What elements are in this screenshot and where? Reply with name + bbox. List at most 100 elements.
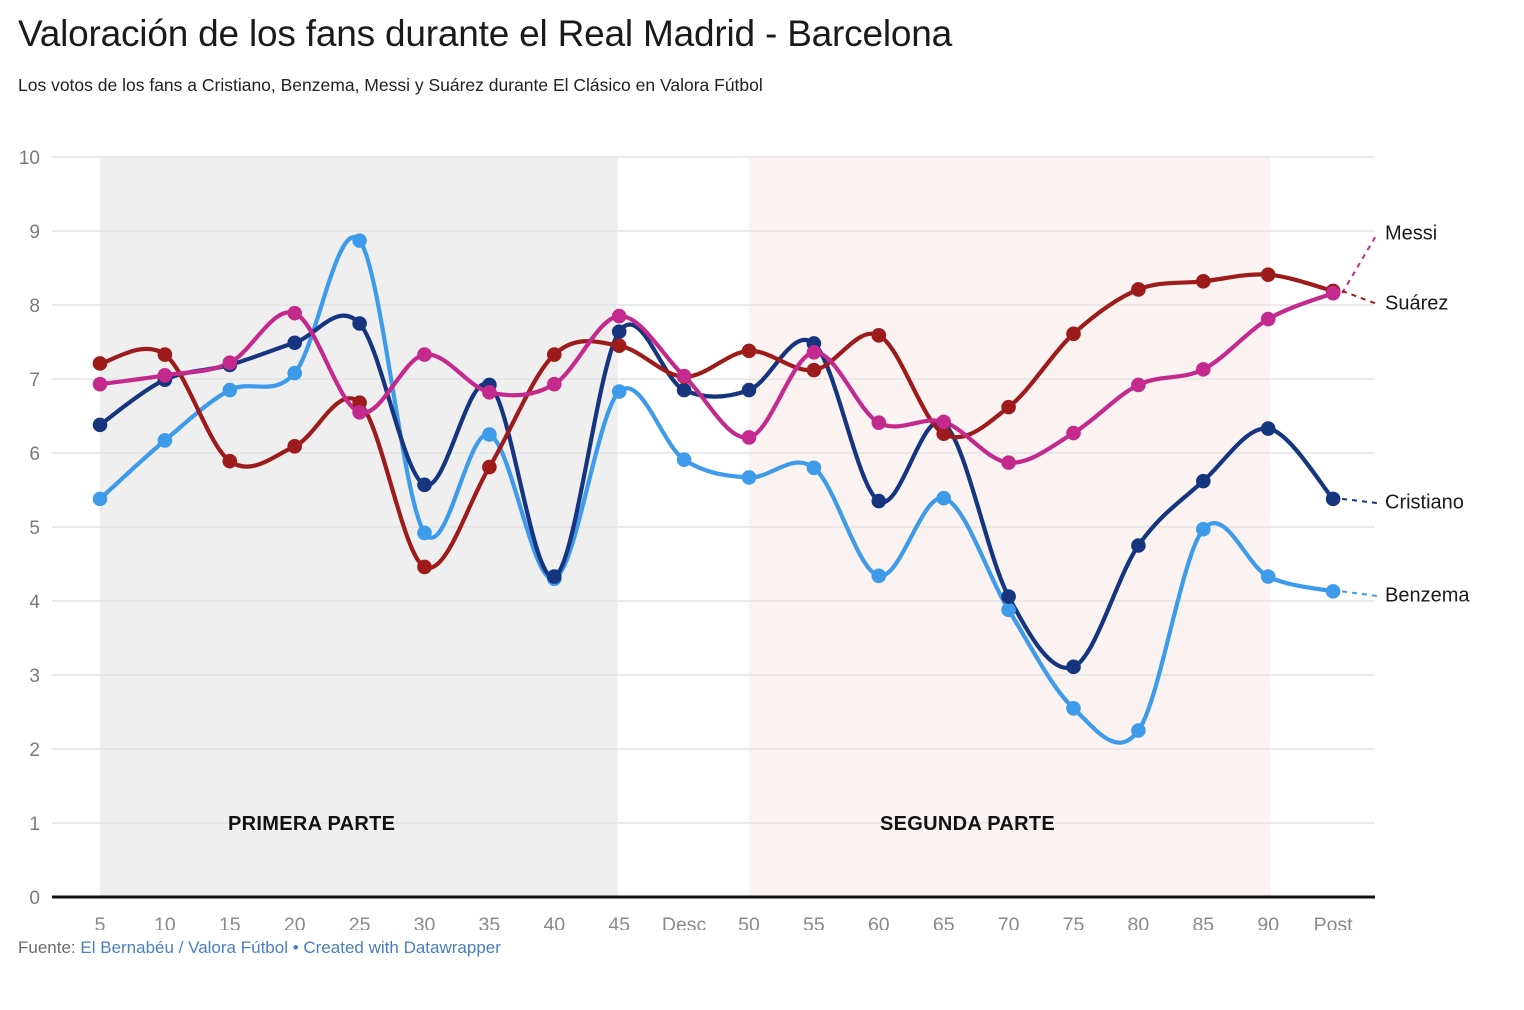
y-axis-tick-label: 8 <box>29 296 40 317</box>
data-point[interactable] <box>741 470 757 485</box>
leader-line-benzema <box>1341 590 1378 597</box>
data-point[interactable] <box>1066 425 1081 441</box>
data-point[interactable] <box>1260 267 1276 282</box>
x-axis-tick-label: 15 <box>219 914 241 930</box>
data-point[interactable] <box>352 405 367 420</box>
data-point[interactable] <box>676 368 692 384</box>
data-point[interactable] <box>741 430 757 445</box>
data-point[interactable] <box>482 385 497 400</box>
data-point[interactable] <box>871 328 887 343</box>
series-label-cristiano: Cristiano <box>1385 491 1464 513</box>
data-point[interactable] <box>806 345 822 360</box>
datawrapper-credit-link[interactable]: Created with Datawrapper <box>303 938 501 957</box>
x-axis-tick-label: 90 <box>1257 914 1279 930</box>
data-point[interactable] <box>676 382 692 398</box>
data-point[interactable] <box>352 316 367 331</box>
source-link[interactable]: El Bernabéu / Valora Fútbol <box>80 938 288 957</box>
data-point[interactable] <box>1131 377 1146 393</box>
chart-area: 0 1 2 3 4 5 6 7 8 9 10 5 10 15 20 25 30 35 40 45 Desc 50 55 60 6… <box>0 130 1524 930</box>
data-point[interactable] <box>1196 473 1211 489</box>
series-label-benzema: Benzema <box>1385 584 1470 606</box>
data-point[interactable] <box>741 343 757 359</box>
data-point[interactable] <box>352 233 367 248</box>
data-point[interactable] <box>417 347 432 362</box>
y-axis-tick-label: 1 <box>29 814 40 835</box>
data-point[interactable] <box>1131 538 1146 553</box>
data-point[interactable] <box>482 459 497 475</box>
data-point[interactable] <box>806 362 822 378</box>
series-points <box>92 233 1341 738</box>
x-axis-tick-label: 70 <box>998 914 1020 930</box>
data-point[interactable] <box>157 433 173 448</box>
data-point[interactable] <box>1196 521 1211 537</box>
data-point[interactable] <box>1260 569 1276 584</box>
band-annotations: PRIMERA PARTE SEGUNDA PARTE <box>228 813 1055 835</box>
data-point[interactable] <box>611 384 627 399</box>
series-label-messi: Messi <box>1385 222 1437 244</box>
data-point[interactable] <box>547 569 562 584</box>
data-point[interactable] <box>611 338 627 353</box>
data-point[interactable] <box>547 376 562 392</box>
data-point[interactable] <box>806 460 822 476</box>
data-point[interactable] <box>1325 285 1341 301</box>
data-point[interactable] <box>1066 701 1081 716</box>
data-point[interactable] <box>871 493 887 509</box>
data-point[interactable] <box>611 308 627 324</box>
data-point[interactable] <box>936 414 951 430</box>
data-point[interactable] <box>287 335 303 351</box>
data-point[interactable] <box>222 382 238 398</box>
data-point[interactable] <box>287 365 303 381</box>
data-point[interactable] <box>1196 274 1211 289</box>
data-point[interactable] <box>1001 589 1016 604</box>
data-point[interactable] <box>1001 602 1016 618</box>
leader-line-messi <box>1341 233 1378 294</box>
data-point[interactable] <box>741 382 757 398</box>
data-point[interactable] <box>1066 659 1081 675</box>
data-point[interactable] <box>936 426 951 442</box>
data-point[interactable] <box>871 568 887 584</box>
data-point[interactable] <box>676 452 692 467</box>
series-line-messi <box>97 291 1336 465</box>
data-point[interactable] <box>936 490 951 506</box>
data-point[interactable] <box>287 305 303 321</box>
data-point[interactable] <box>482 427 497 442</box>
data-point[interactable] <box>417 477 432 493</box>
data-point[interactable] <box>157 347 173 362</box>
data-point[interactable] <box>417 559 432 575</box>
data-point[interactable] <box>1001 455 1016 470</box>
x-axis-tick-label: 10 <box>154 914 176 930</box>
data-point[interactable] <box>92 491 108 507</box>
data-point[interactable] <box>1001 399 1016 415</box>
data-point[interactable] <box>157 368 173 383</box>
y-axis-tick-label: 4 <box>29 592 40 613</box>
data-point[interactable] <box>92 356 108 371</box>
data-point[interactable] <box>871 415 887 430</box>
x-axis-tick-label: 30 <box>414 914 436 930</box>
y-axis-tick-label: 2 <box>29 740 40 761</box>
y-axis-tick-label: 7 <box>29 370 40 391</box>
data-point[interactable] <box>1131 282 1146 297</box>
x-axis-tick-label: 25 <box>349 914 371 930</box>
x-axis-tick-label: 35 <box>479 914 501 930</box>
data-point[interactable] <box>222 453 238 469</box>
data-point[interactable] <box>1066 326 1081 342</box>
data-point[interactable] <box>547 347 562 362</box>
y-axis-tick-label: 3 <box>29 666 40 687</box>
data-point[interactable] <box>287 439 303 454</box>
y-axis-tick-label: 6 <box>29 444 40 465</box>
x-axis-tick-label: 60 <box>868 914 890 930</box>
data-point[interactable] <box>1325 584 1341 599</box>
data-point[interactable] <box>1325 491 1341 507</box>
data-point[interactable] <box>1260 421 1276 436</box>
data-point[interactable] <box>611 324 627 339</box>
data-point[interactable] <box>1260 311 1276 327</box>
data-point[interactable] <box>1131 723 1146 738</box>
data-point[interactable] <box>92 417 108 433</box>
y-axis-tick-label: 9 <box>29 222 40 243</box>
data-point[interactable] <box>1196 362 1211 377</box>
band-label-segunda-parte: SEGUNDA PARTE <box>880 813 1055 835</box>
data-point[interactable] <box>222 355 238 371</box>
data-point[interactable] <box>417 525 432 541</box>
data-point[interactable] <box>92 376 108 392</box>
